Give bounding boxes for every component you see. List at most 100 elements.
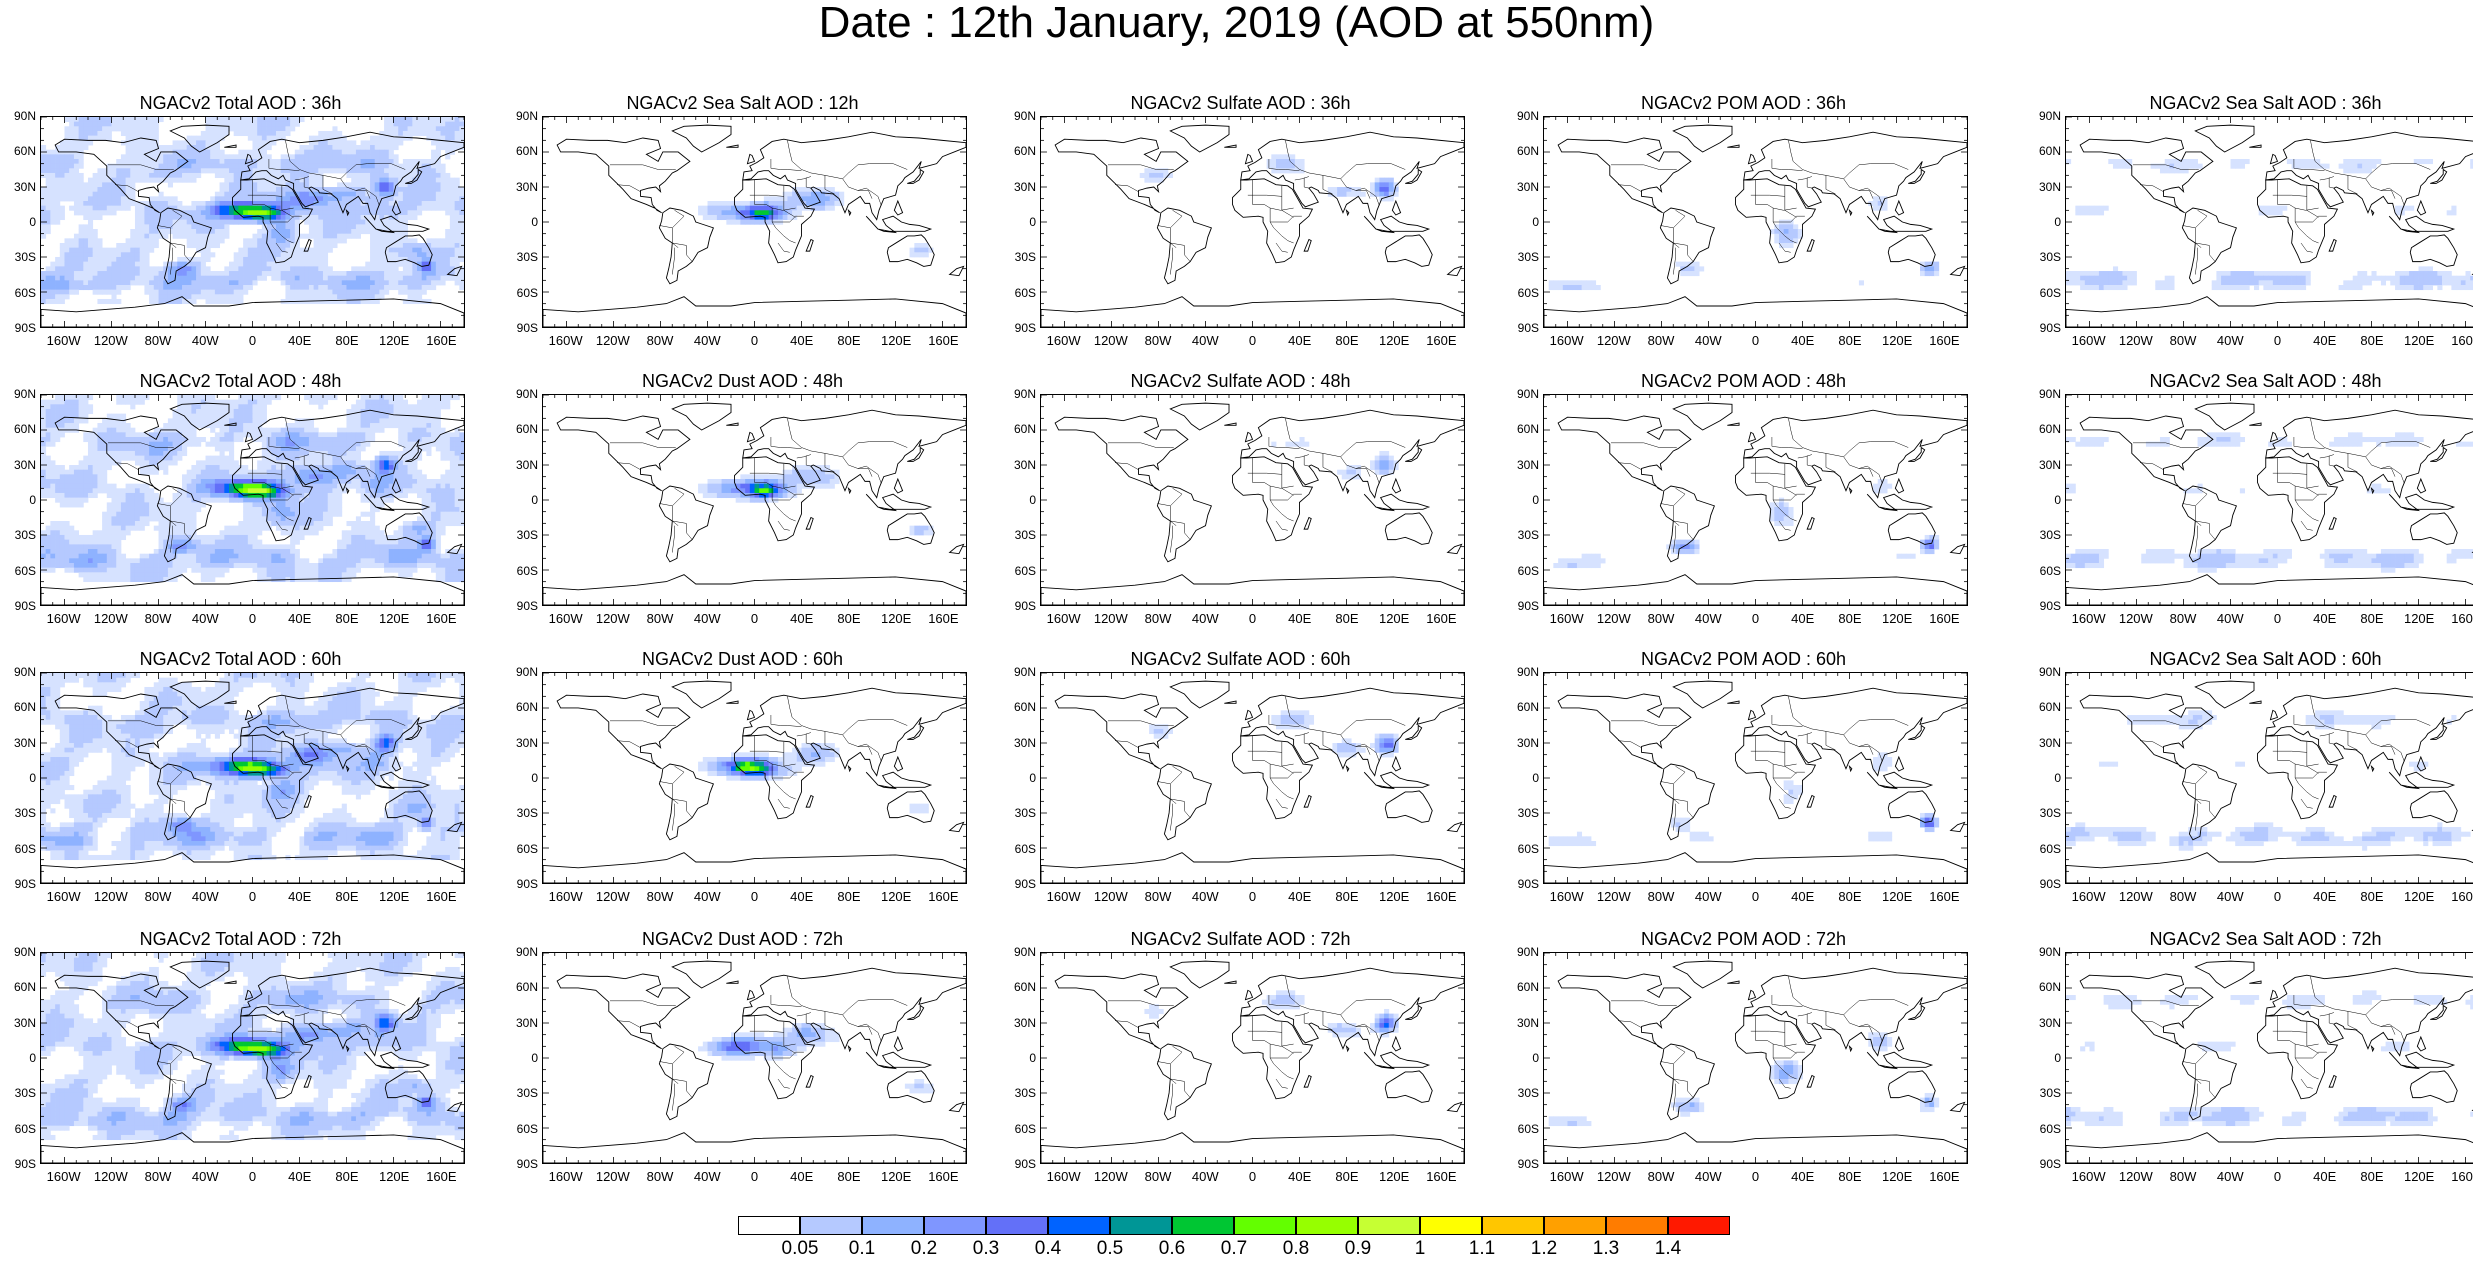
coastlines [1544,960,1967,1163]
longitude-label: 80E [1838,611,1862,626]
coastlines [2066,402,2473,605]
aod-field [1271,437,1399,480]
longitude-label: 80E [335,333,359,348]
aod-map [2066,673,2473,883]
colorbar-label: 1.1 [1468,1238,1496,1259]
colorbar-swatch [1420,1216,1482,1235]
aod-field [2066,710,2471,851]
latitude-label: 90S [516,1157,538,1171]
longitude-label: 120E [1378,1169,1410,1184]
latitude-label: 30N [13,1015,36,1030]
panel-title: NGACv2 Sulfate AOD : 60h [1130,649,1351,669]
longitude-label: 160E [2451,889,2473,904]
longitude-label: 40W [693,611,721,626]
map-frame [2065,394,2473,606]
latitude-label: 90S [2039,599,2061,613]
latitude-label: 60S [1517,563,1539,578]
latitude-label: 60N [1516,980,1539,995]
map-frame [1543,394,1968,606]
longitude-label: 0 [1751,333,1760,348]
colorbar-label: 0.6 [1158,1238,1186,1259]
coastlines [1041,960,1464,1163]
longitude-label: 120W [93,889,128,904]
latitude-label: 30S [516,1086,538,1101]
latitude-label: 0 [531,1051,538,1065]
longitude-label: 160W [548,1169,583,1184]
latitude-label: 30N [1013,735,1036,750]
latitude-label: 90N [1013,665,1036,679]
latitude-label: 0 [29,215,36,229]
aod-map [1544,673,1967,883]
map-panel: NGACv2 Dust AOD : 72h 90N 60N 30N 0 30S 60S 90S… [502,928,967,1198]
longitude-label: 0 [1751,1169,1760,1184]
longitude-label: 40E [1791,611,1815,626]
map-frame [1040,394,1465,606]
latitude-label: 60S [14,285,36,300]
axis-ticks [543,395,966,605]
longitude-label: 40E [1288,1169,1312,1184]
map-panel: NGACv2 POM AOD : 48h 90N 60N 30N 0 30S 60S 90S 1… [1503,370,1968,640]
latitude-label: 0 [2054,1051,2061,1065]
aod-field [1149,710,1399,758]
longitude-label: 40W [1694,1169,1722,1184]
aod-map [2066,395,2473,605]
latitude-label: 30S [1014,1086,1036,1101]
map-panel: NGACv2 Sulfate AOD : 60h 90N 60N 30N 0 30S 60S… [1000,648,1465,918]
longitude-label: 80E [837,1169,861,1184]
longitude-label: 160W [46,889,81,904]
longitude-label: 120W [2118,1169,2153,1184]
axis-ticks [41,953,464,1163]
longitude-label: 120W [2118,611,2153,626]
longitude-label: 80W [646,333,674,348]
coastlines [2066,960,2473,1163]
latitude-label: 90S [14,1157,36,1171]
longitude-label: 120E [378,889,410,904]
longitude-label: 80E [2360,611,2384,626]
longitude-label: 160W [1549,1169,1584,1184]
longitude-label: 120W [1596,1169,1631,1184]
latitude-label: 60N [515,700,538,715]
latitude-label: 90S [1517,1157,1539,1171]
longitude-label: 160W [2071,333,2106,348]
map-panel: NGACv2 Dust AOD : 60h 90N 60N 30N 0 30S 60S 90S… [502,648,967,918]
aod-field [41,395,464,583]
axis-ticks [543,117,966,327]
colorbar-label: 0.9 [1344,1238,1372,1259]
map-panel: NGACv2 POM AOD : 72h 90N 60N 30N 0 30S 60S 90S 1… [1503,928,1968,1198]
axis-ticks [543,673,966,883]
aod-map [1041,395,1464,605]
longitude-label: 160E [2451,1169,2473,1184]
latitude-label: 60N [2038,980,2061,995]
longitude-label: 80W [2169,889,2197,904]
latitude-label: 60N [2038,700,2061,715]
longitude-label: 160W [1046,611,1081,626]
latitude-label: 60N [13,144,36,159]
panel-title: NGACv2 Dust AOD : 60h [641,649,844,669]
colorbar-swatch [1234,1216,1296,1235]
aod-map [1041,673,1464,883]
longitude-label: 160E [1929,333,1960,348]
longitude-label: 40E [288,1169,312,1184]
latitude-label: 0 [1532,215,1539,229]
latitude-label: 30S [1014,528,1036,543]
latitude-label: 30N [1013,1015,1036,1030]
latitude-label: 90N [515,109,538,123]
latitude-label: 90N [1013,945,1036,959]
latitude-label: 0 [1532,771,1539,785]
latitude-label: 60N [1516,700,1539,715]
latitude-label: 60N [2038,422,2061,437]
longitude-label: 0 [1751,611,1760,626]
longitude-label: 160E [426,333,457,348]
latitude-label: 30S [14,806,36,821]
longitude-label: 120E [1881,611,1913,626]
panel-title: NGACv2 Total AOD : 36h [139,93,342,113]
longitude-label: 0 [2273,889,2282,904]
longitude-label: 40E [1288,889,1312,904]
latitude-label: 30N [2038,457,2061,472]
colorbar-label: 0.5 [1096,1238,1124,1259]
latitude-label: 60N [515,144,538,159]
map-frame [2065,952,2473,1164]
longitude-label: 120W [1596,889,1631,904]
longitude-label: 0 [2273,1169,2282,1184]
coastlines [1544,124,1967,327]
